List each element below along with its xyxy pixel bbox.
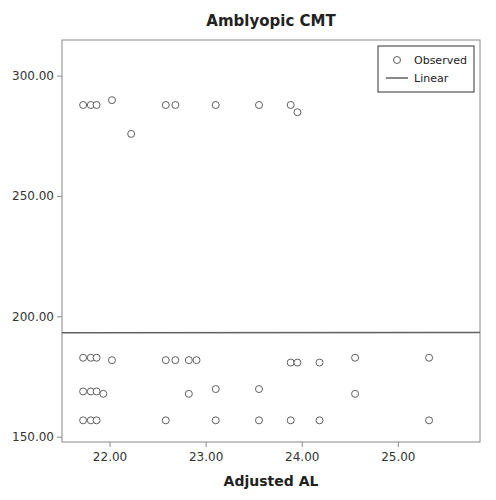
x-tick (110, 442, 111, 447)
legend-swatch (394, 57, 401, 64)
scatter-point (426, 354, 433, 361)
y-tick-label: 250.00 (12, 189, 54, 203)
scatter-point (212, 101, 219, 108)
scatter-point (108, 357, 115, 364)
y-tick (57, 196, 62, 197)
x-tick (398, 442, 399, 447)
scatter-point (352, 354, 359, 361)
scatter-point (172, 101, 179, 108)
scatter-point (93, 354, 100, 361)
scatter-point (287, 417, 294, 424)
legend: Observed Linear (378, 46, 474, 92)
scatter-point (212, 386, 219, 393)
scatter-point (108, 97, 115, 104)
regression-line (62, 332, 480, 334)
x-tick-label: 22.00 (93, 450, 127, 464)
scatter-point (185, 390, 192, 397)
chart-title: Amblyopic CMT (206, 12, 336, 30)
scatter-point (128, 130, 135, 137)
scatter-point (93, 417, 100, 424)
scatter-point (294, 359, 301, 366)
y-tick (57, 316, 62, 317)
y-tick (57, 437, 62, 438)
legend-label: Observed (414, 54, 467, 67)
scatter-point (255, 101, 262, 108)
y-tick-label: 300.00 (12, 69, 54, 83)
chart-container: 22.00 23.00 24.00 25.00 150.00 200.00 250.00 30… (0, 0, 496, 500)
x-axis-label: Adjusted AL (224, 473, 319, 489)
scatter-point (255, 417, 262, 424)
x-tick-label: 23.00 (189, 450, 223, 464)
scatter-point (93, 101, 100, 108)
scatter-point (352, 390, 359, 397)
scatter-point (93, 388, 100, 395)
x-tick-label: 24.00 (285, 450, 319, 464)
legend-box (378, 46, 474, 92)
plot-area (62, 97, 480, 424)
scatter-point (316, 359, 323, 366)
y-tick (57, 76, 62, 77)
scatter-point (172, 357, 179, 364)
scatter-point (80, 388, 87, 395)
scatter-point (426, 417, 433, 424)
plot-frame (62, 40, 480, 442)
scatter-point (80, 354, 87, 361)
legend-label: Linear (414, 72, 449, 85)
scatter-point (80, 417, 87, 424)
scatter-point (294, 109, 301, 116)
scatter-point (316, 417, 323, 424)
legend-swatch (386, 77, 408, 79)
scatter-point (100, 390, 107, 397)
y-tick-label: 150.00 (12, 430, 54, 444)
x-tick (206, 442, 207, 447)
scatter-point (185, 357, 192, 364)
scatter-point (162, 417, 169, 424)
chart-svg: 22.00 23.00 24.00 25.00 150.00 200.00 250.00 30… (0, 0, 496, 500)
x-tick (302, 442, 303, 447)
scatter-point (287, 101, 294, 108)
scatter-point (162, 357, 169, 364)
scatter-point (255, 386, 262, 393)
scatter-point (212, 417, 219, 424)
scatter-point (162, 101, 169, 108)
scatter-point (287, 359, 294, 366)
x-tick-label: 25.00 (381, 450, 415, 464)
y-tick-label: 200.00 (12, 310, 54, 324)
scatter-point (193, 357, 200, 364)
scatter-point (80, 101, 87, 108)
